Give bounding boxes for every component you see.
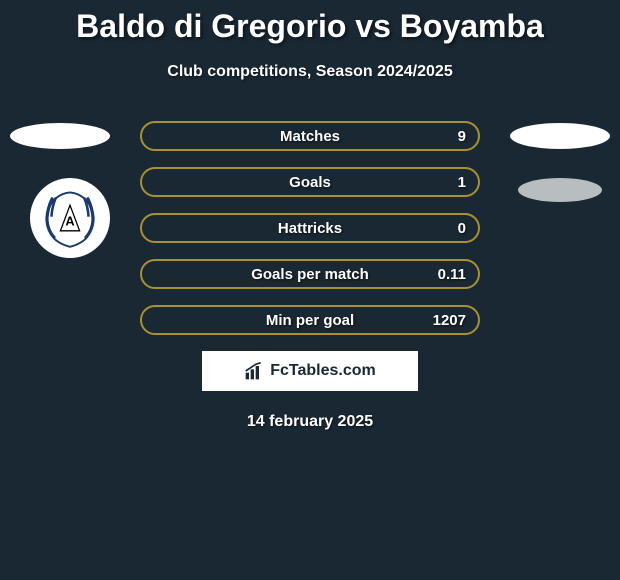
subtitle: Club competitions, Season 2024/2025 bbox=[0, 63, 620, 81]
player-left-placeholder bbox=[10, 123, 110, 149]
stats-block: Matches 9 Goals 1 Hattricks 0 Goals per … bbox=[140, 121, 480, 335]
club-right-placeholder bbox=[518, 178, 602, 202]
stat-label: Goals bbox=[289, 174, 331, 191]
stat-row-hattricks: Hattricks 0 bbox=[140, 213, 480, 243]
stat-row-matches: Matches 9 bbox=[140, 121, 480, 151]
stat-label: Matches bbox=[280, 128, 340, 145]
player-right-placeholder bbox=[510, 123, 610, 149]
main-container: Baldo di Gregorio vs Boyamba Club compet… bbox=[0, 0, 620, 431]
stat-value: 1 bbox=[458, 174, 466, 191]
svg-text:A: A bbox=[65, 214, 74, 229]
stat-value: 0 bbox=[458, 220, 466, 237]
brand-label: FcTables.com bbox=[270, 362, 376, 380]
stat-value: 9 bbox=[458, 128, 466, 145]
page-title: Baldo di Gregorio vs Boyamba bbox=[0, 8, 620, 45]
stat-value: 1207 bbox=[433, 312, 466, 329]
stat-row-gpm: Goals per match 0.11 bbox=[140, 259, 480, 289]
club-logo-left: A bbox=[30, 178, 110, 258]
date-label: 14 february 2025 bbox=[0, 413, 620, 431]
stat-row-mpg: Min per goal 1207 bbox=[140, 305, 480, 335]
stat-label: Hattricks bbox=[278, 220, 342, 237]
arminia-logo-icon: A bbox=[38, 186, 102, 250]
brand-badge[interactable]: FcTables.com bbox=[202, 351, 418, 391]
stat-label: Goals per match bbox=[251, 266, 369, 283]
stat-row-goals: Goals 1 bbox=[140, 167, 480, 197]
chart-icon bbox=[244, 361, 264, 381]
stat-label: Min per goal bbox=[266, 312, 354, 329]
stat-value: 0.11 bbox=[438, 266, 466, 283]
